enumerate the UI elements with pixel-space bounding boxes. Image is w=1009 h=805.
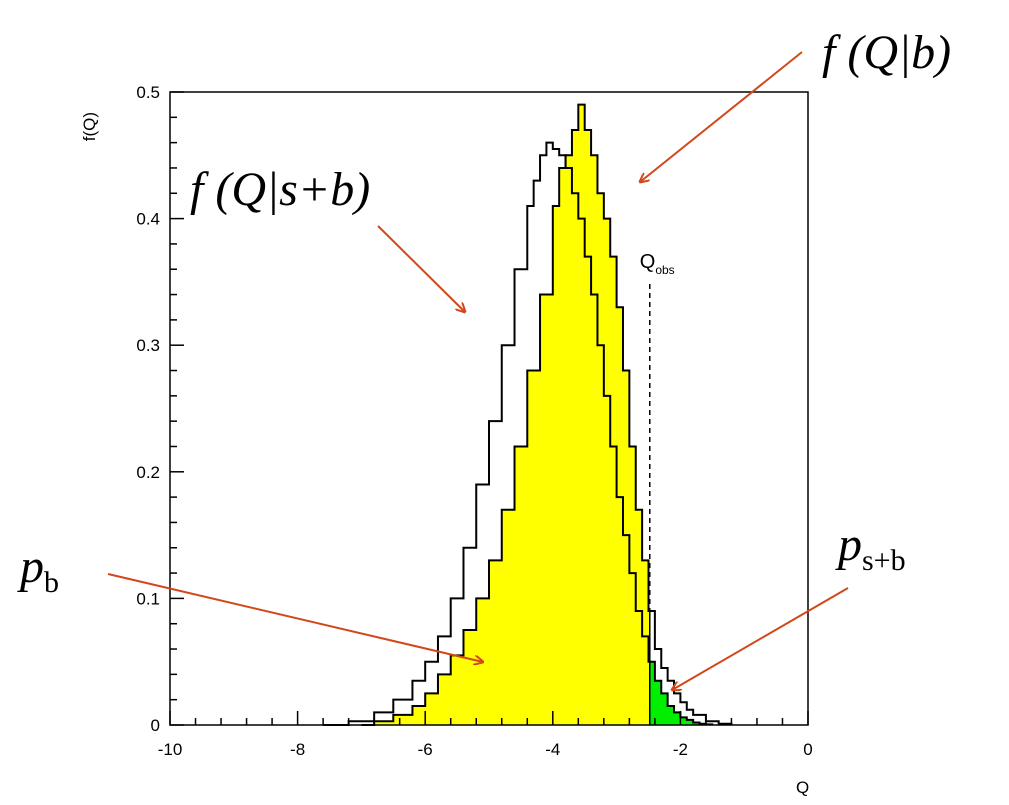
x-axis-label: Q [796,778,809,797]
series-line-b [361,103,733,726]
x-tick-label: 0 [803,740,812,759]
series-lines [323,103,733,726]
arrow-f-sb [377,225,465,312]
annotation-p-b: pb [17,540,59,599]
fill-p-sb-region [649,661,713,725]
y-tick-label: 0.5 [136,83,160,102]
p-b-sub: b [44,566,59,599]
p-sb-sub: s+b [862,544,906,577]
y-tick-label: 0 [151,716,160,735]
area-fills [361,104,713,725]
x-tick-label: -6 [418,740,433,759]
p-b-main: p [17,540,44,593]
p-sb-main: p [835,518,862,571]
arrow-p-sb [672,587,849,690]
x-tick-label: -10 [158,740,183,759]
x-tick-label: -2 [673,740,688,759]
arrow-p-b [107,573,483,662]
x-tick-label: -4 [545,740,560,759]
annotation-p-sb: ps+b [835,518,906,577]
q-obs-main: Q [640,251,656,273]
plot-frame [169,91,809,726]
x-tick-label: -8 [290,740,305,759]
y-tick-label: 0.4 [136,210,160,229]
axis-ticks [169,91,809,726]
annotation-f-b: f (Q|b) [822,26,951,79]
q-obs-sub: obs [655,263,674,277]
annotation-f-sb: f (Q|s+b) [190,163,370,216]
y-tick-label: 0.2 [136,463,160,482]
y-axis-label: f(Q) [80,112,99,141]
fill-p-b-region [361,104,650,725]
arrow-f-b [640,51,803,182]
y-tick-label: 0.3 [136,336,160,355]
y-tick-label: 0.1 [136,589,160,608]
series-line-s-plus-b [323,141,714,726]
q-obs-label: Qobs [640,251,675,277]
tick-labels: -10 -8 -6 -4 -2 0 0 0.1 0.2 0.3 0.4 0.5 [136,83,812,759]
